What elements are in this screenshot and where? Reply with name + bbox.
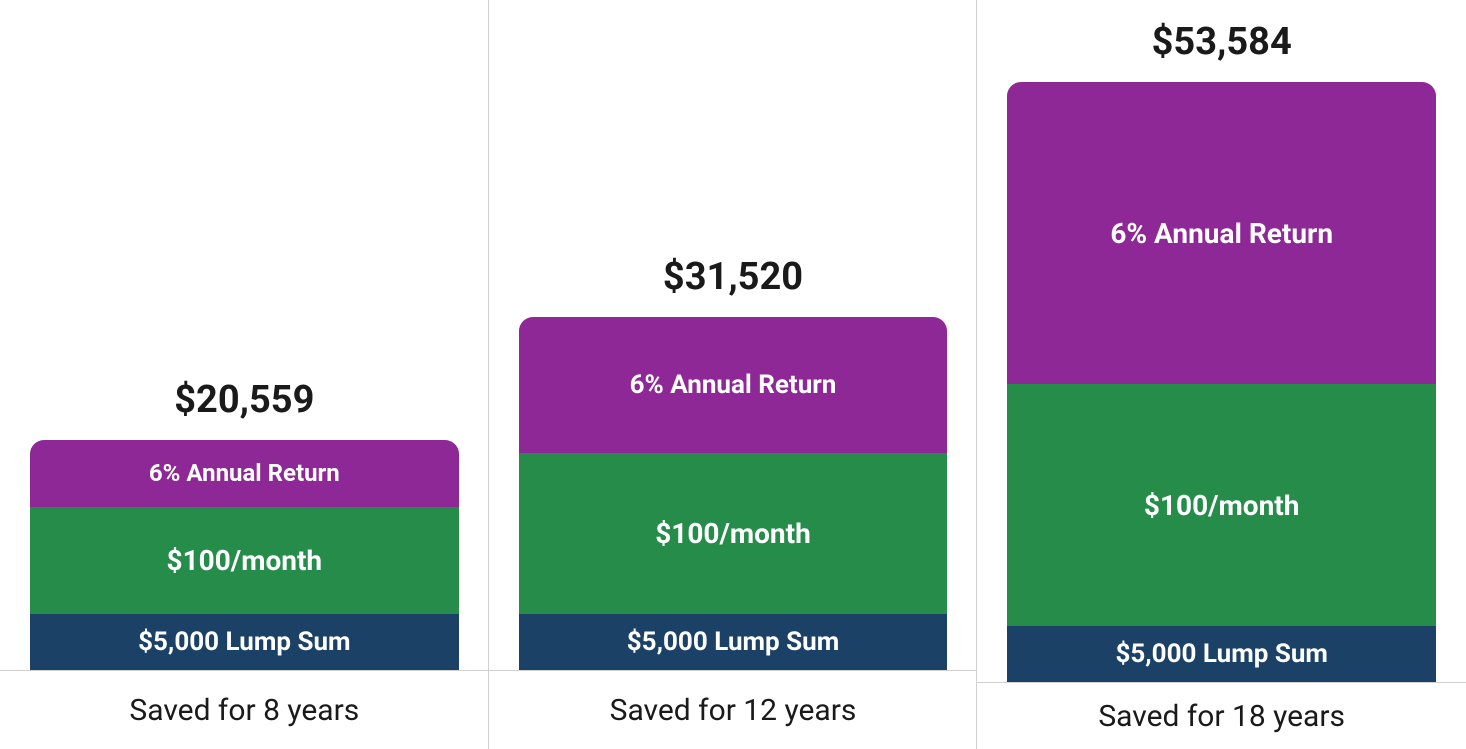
segment-label: 6% Annual Return <box>630 370 837 400</box>
x-axis-label: Saved for 12 years <box>610 693 857 728</box>
bar-segment: 6% Annual Return <box>1007 82 1436 384</box>
stacked-bar: $5,000 Lump Sum $100/month 6% Annual Retur… <box>1007 82 1436 682</box>
segment-label: $5,000 Lump Sum <box>138 627 350 657</box>
plot-area: $31,520 $5,000 Lump Sum $100/month 6% Annua… <box>489 0 978 671</box>
segment-label: 6% Annual Return <box>149 459 340 487</box>
stacked-bar: $5,000 Lump Sum $100/month 6% Annual Retur… <box>30 440 459 670</box>
plot-area: $53,584 $5,000 Lump Sum $100/month 6% Annua… <box>977 0 1466 683</box>
x-axis-label-area: Saved for 8 years <box>0 671 489 749</box>
chart-column: $31,520 $5,000 Lump Sum $100/month 6% Annua… <box>489 0 978 749</box>
x-axis-label-area: Saved for 12 years <box>489 671 978 749</box>
bar-total-label: $20,559 <box>174 378 314 422</box>
bar-segment: $100/month <box>519 453 948 614</box>
bar-segment: 6% Annual Return <box>519 317 948 453</box>
bar-total-label: $31,520 <box>663 255 803 299</box>
segment-label: $100/month <box>167 544 323 577</box>
savings-stacked-bar-chart: $20,559 $5,000 Lump Sum $100/month 6% Annua… <box>0 0 1466 749</box>
stacked-bar: $5,000 Lump Sum $100/month 6% Annual Retur… <box>519 317 948 670</box>
chart-column: $20,559 $5,000 Lump Sum $100/month 6% Annua… <box>0 0 489 749</box>
segment-label: $5,000 Lump Sum <box>1115 639 1327 669</box>
x-axis-label: Saved for 8 years <box>129 693 359 728</box>
bar-segment: $5,000 Lump Sum <box>519 614 948 670</box>
bar-total-label: $53,584 <box>1152 20 1292 64</box>
x-axis-label: Saved for 18 years <box>1098 699 1345 734</box>
segment-label: 6% Annual Return <box>1110 217 1333 250</box>
bar-segment: $100/month <box>1007 384 1436 626</box>
segment-label: $5,000 Lump Sum <box>627 627 839 657</box>
bar-segment: $5,000 Lump Sum <box>1007 626 1436 682</box>
segment-label: $100/month <box>655 517 811 550</box>
bar-segment: $5,000 Lump Sum <box>30 614 459 670</box>
bar-segment: 6% Annual Return <box>30 440 459 507</box>
plot-area: $20,559 $5,000 Lump Sum $100/month 6% Annua… <box>0 0 489 671</box>
chart-column: $53,584 $5,000 Lump Sum $100/month 6% Annua… <box>977 0 1466 749</box>
segment-label: $100/month <box>1144 489 1300 522</box>
bar-segment: $100/month <box>30 507 459 614</box>
x-axis-label-area: Saved for 18 years <box>977 683 1466 749</box>
